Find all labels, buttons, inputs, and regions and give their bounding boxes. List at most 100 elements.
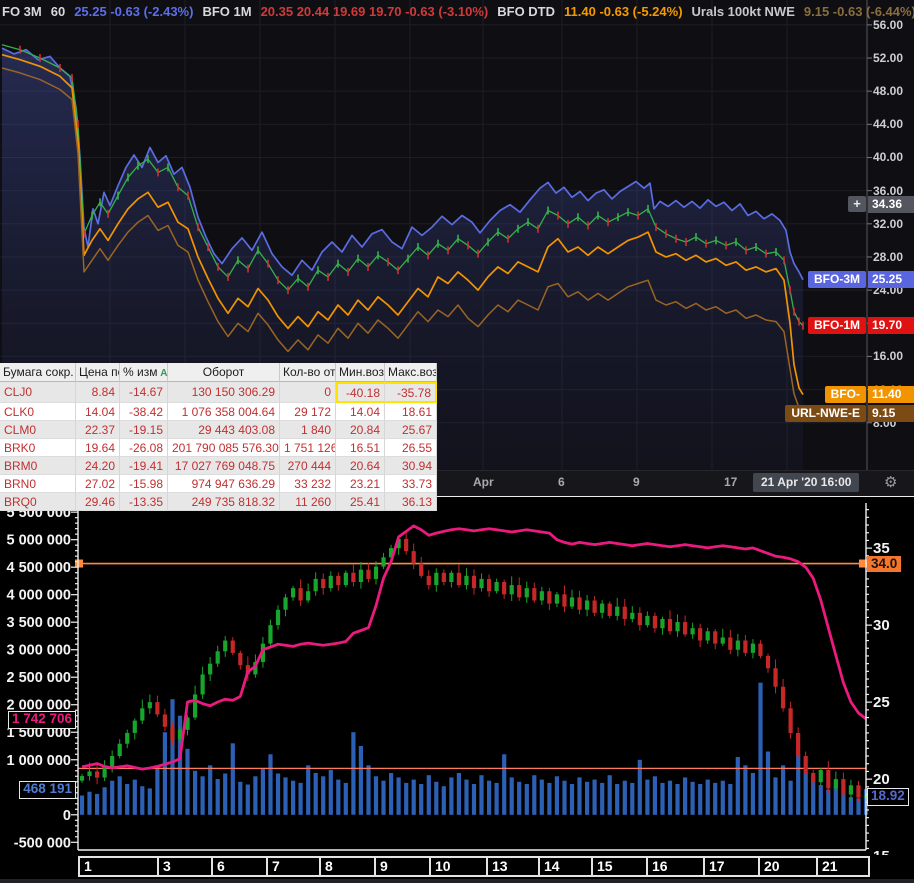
value-cell: 36.13 [385, 493, 437, 511]
bfo1m-label: BFO 1M [202, 3, 252, 19]
value-cell: 29 172 [280, 403, 336, 421]
svg-text:2 500 000: 2 500 000 [6, 670, 71, 686]
bfodtd-quote: 11.40 -0.63 (-5.24%) [564, 3, 683, 19]
chart-settings-icon[interactable]: ⚙ [884, 474, 898, 491]
table-row[interactable]: BRK0 19.64 -26.08 201 790 085 576.30 1 751 1… [0, 439, 437, 457]
value-cell: 24.20 [76, 457, 120, 475]
date-cell: 21 [818, 856, 870, 877]
value-cell: 33.73 [385, 475, 437, 493]
svg-text:30: 30 [873, 617, 890, 634]
col-header-5[interactable]: Мин.возм [336, 363, 385, 382]
value-cell: -40.18 [336, 382, 385, 403]
value-cell: 22.37 [76, 421, 120, 439]
daily-chart-panel: 5 500 000 5 000 000 4 500 000 4 000 000 3 50… [0, 495, 914, 883]
series-tag-bfo: BFO- [824, 386, 866, 404]
bfo1m-quote: 20.35 20.44 19.69 19.70 -0.63 (-3.10%) [260, 3, 489, 19]
date-cell: 6 [213, 856, 268, 877]
series-tag-bfo1m: BFO-1M [808, 317, 866, 335]
table-row[interactable]: BRM0 24.20 -19.41 17 027 769 048.75 270 444 2… [0, 457, 437, 475]
svg-text:35: 35 [873, 540, 890, 557]
chart-frame [71, 503, 872, 851]
value-cell: -19.41 [120, 457, 168, 475]
col-header-6[interactable]: Макс.воз [385, 363, 437, 382]
date-cell: 8 [321, 856, 376, 877]
chart-header: FO 3M 60 25.25 -0.63 (-2.43%) BFO 1M 20.… [2, 0, 914, 22]
svg-text:1 500 000: 1 500 000 [6, 725, 71, 741]
svg-text:1 000 000: 1 000 000 [6, 753, 71, 769]
svg-text:2 000 000: 2 000 000 [6, 698, 71, 714]
col-header-2[interactable]: % изм A✔ [120, 363, 168, 382]
value-cell: 1 840 [280, 421, 336, 439]
series-tag-urlnwee: URL-NWE-E [785, 404, 866, 422]
quote-table[interactable]: Бумага сокр.Цена посл% изм A✔ОборотКол-в… [0, 363, 437, 511]
ticker-cell: BRM0 [0, 457, 76, 475]
value-cell: -15.98 [120, 475, 168, 493]
last-price-badge: 18.92 [867, 787, 909, 806]
crosshair-plus-icon[interactable]: + [848, 196, 866, 213]
filter-check-icon: A✔ [160, 368, 168, 379]
open-interest-line [81, 524, 867, 771]
window-edge [0, 879, 914, 883]
ticker-cell: CLM0 [0, 421, 76, 439]
col-header-1[interactable]: Цена посл [76, 363, 120, 382]
time-axis-tick: 9 [633, 475, 640, 489]
ticker-cell: BRK0 [0, 439, 76, 457]
bfo3m-quote: 25.25 -0.63 (-2.43%) [74, 3, 194, 19]
quote-table-header[interactable]: Бумага сокр.Цена посл% изм A✔ОборотКол-в… [0, 363, 437, 382]
urals-quote: 9.15 -0.63 (-6.44%) [803, 3, 914, 19]
date-cell: 20 [760, 856, 818, 877]
value-cell: 26.55 [385, 439, 437, 457]
date-cell: 17 [705, 856, 760, 877]
col-header-4[interactable]: Кол-во отк. [280, 363, 336, 382]
last-price-badge: 25.25 [868, 271, 914, 289]
svg-text:25: 25 [873, 694, 890, 711]
value-cell: 20.84 [336, 421, 385, 439]
value-cell: 11 260 [280, 493, 336, 511]
value-cell: -26.08 [120, 439, 168, 457]
value-cell: 29 443 403.08 [168, 421, 280, 439]
svg-text:15: 15 [873, 848, 890, 855]
price-level-badge: 34.0 [867, 555, 902, 572]
table-row[interactable]: BRQ0 29.46 -13.35 249 735 818.32 11 260 25.41… [0, 493, 437, 511]
value-cell: 25.67 [385, 421, 437, 439]
value-cell: 19.64 [76, 439, 120, 457]
series-BFO-1M [1, 44, 804, 330]
price-axis-tick: 56.00 [873, 17, 904, 32]
value-cell: 33 232 [280, 475, 336, 493]
series-tag-bfo3m: BFO-3M [808, 271, 866, 289]
timeframe-selector[interactable]: 60 [50, 3, 66, 19]
col-header-3[interactable]: Оборот [168, 363, 280, 382]
value-cell: 974 947 636.29 [168, 475, 280, 493]
value-cell: 249 735 818.32 [168, 493, 280, 511]
ticker-cell: BRQ0 [0, 493, 76, 511]
value-cell: 1 751 126 [280, 439, 336, 457]
svg-text:4 500 000: 4 500 000 [6, 560, 71, 576]
svg-text:3 000 000: 3 000 000 [6, 643, 71, 659]
series-URL-NWE-E [1, 67, 804, 414]
price-axis-tick: 36.00 [873, 183, 904, 198]
date-cell: 16 [648, 856, 705, 877]
last-price-badge: 9.15 [868, 404, 914, 422]
bfodtd-label: BFO DTD [497, 3, 556, 19]
value-cell: -35.78 [385, 382, 437, 403]
value-cell: 14.04 [76, 403, 120, 421]
time-axis-tick: 6 [558, 475, 565, 489]
table-row[interactable]: CLJ0 8.84 -14.67 130 150 306.29 0 -40.18 -35.7… [0, 382, 437, 403]
value-cell: 130 150 306.29 [168, 382, 280, 403]
table-row[interactable]: CLK0 14.04 -38.42 1 076 358 004.64 29 172 14.… [0, 403, 437, 421]
price-axis-tick: 48.00 [873, 84, 904, 99]
price-axis-tick: 28.00 [873, 249, 904, 264]
time-axis-tick: Apr [473, 475, 494, 489]
value-cell: -13.35 [120, 493, 168, 511]
col-header-0[interactable]: Бумага сокр. [0, 363, 76, 382]
instrument-name[interactable]: FO 3M [2, 3, 42, 19]
table-row[interactable]: BRN0 27.02 -15.98 974 947 636.29 33 232 23.21… [0, 475, 437, 493]
value-cell: 17 027 769 048.75 [168, 457, 280, 475]
urals-label: Urals 100kt NWE [691, 3, 795, 19]
value-cell: 14.04 [336, 403, 385, 421]
date-axis[interactable]: 1 3 6 7 8 9 10 13 14 15 16 17 20 21 [78, 856, 870, 877]
table-row[interactable]: CLM0 22.37 -19.15 29 443 403.08 1 840 20.84 25… [0, 421, 437, 439]
